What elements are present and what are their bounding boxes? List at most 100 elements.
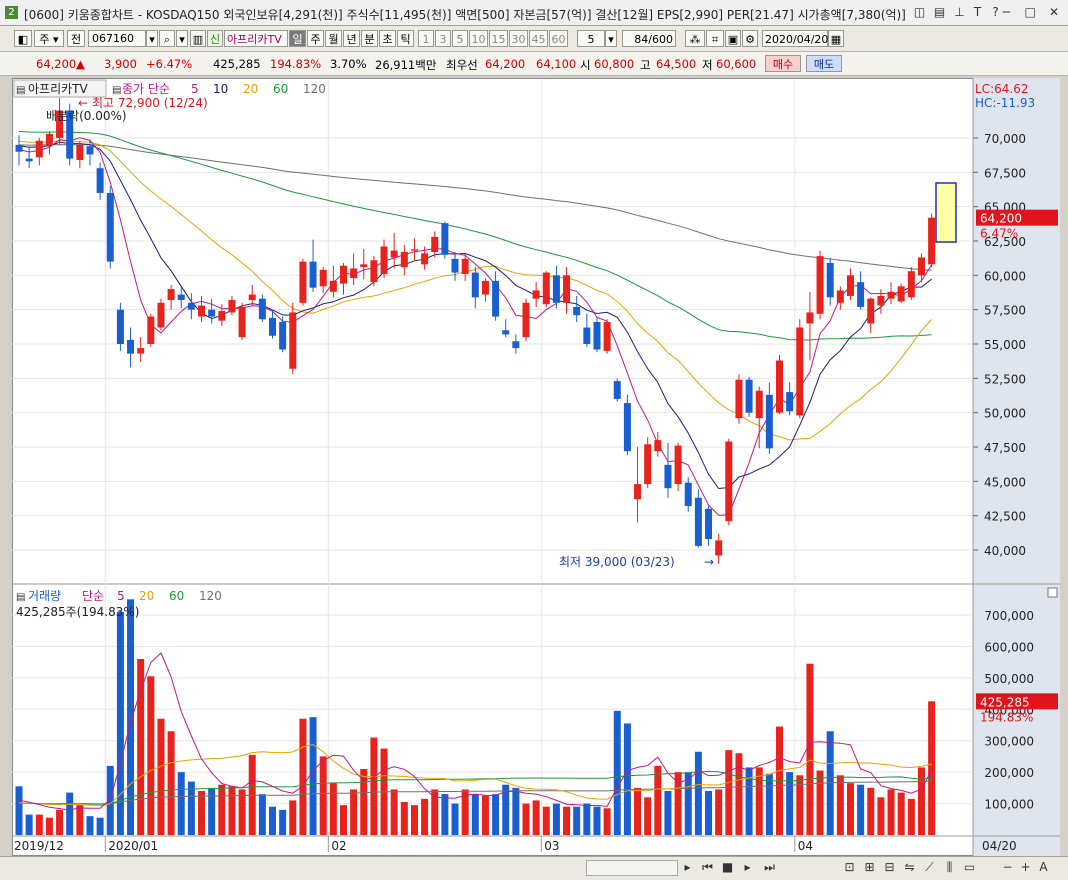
volume-bar xyxy=(339,805,347,835)
candle-body xyxy=(715,540,723,556)
calendar-icon[interactable]: ▦ xyxy=(828,30,844,47)
volume-tick-label: 200,000 xyxy=(984,766,1034,780)
line-icon[interactable]: ⟋ xyxy=(925,860,934,874)
minute-tab-30[interactable]: 30 xyxy=(509,30,528,47)
volume-bar xyxy=(917,767,925,835)
minute-tab-10[interactable]: 10 xyxy=(469,30,488,47)
ma-legend-60: 60 xyxy=(273,82,288,96)
period-select[interactable]: 주 ▾ xyxy=(34,30,64,47)
buy-button[interactable]: 매수 xyxy=(765,55,801,72)
minimize-button[interactable]: ─ xyxy=(1002,5,1010,19)
candle-body xyxy=(400,251,408,268)
zoom-fit-icon[interactable]: ⊡ xyxy=(844,860,855,874)
minute-tab-1[interactable]: 1 xyxy=(418,30,434,47)
save-icon[interactable]: ▣ xyxy=(725,30,741,47)
unit-value[interactable]: 5 xyxy=(577,30,605,47)
layout-icon[interactable]: ◧ xyxy=(14,30,32,47)
candle-body xyxy=(907,271,915,298)
restore-icon[interactable]: ◫ xyxy=(913,5,926,19)
text-size-icon[interactable]: A xyxy=(1039,860,1048,874)
period-tab-6[interactable]: 틱 xyxy=(397,30,414,47)
candle-body xyxy=(806,312,814,324)
candle-body xyxy=(776,360,783,413)
candle-body xyxy=(15,144,23,152)
gear-icon[interactable]: ⚙ xyxy=(742,30,758,47)
draw-tool-icon[interactable]: ⌗ xyxy=(706,30,724,47)
candle-body xyxy=(826,262,834,298)
candle-body xyxy=(694,497,702,546)
count-field[interactable]: 84/600 xyxy=(622,30,676,47)
period-tab-3[interactable]: 년 xyxy=(343,30,360,47)
zoom-out-icon[interactable]: − xyxy=(1002,860,1013,874)
candle-body xyxy=(25,158,33,162)
unit-dropdown[interactable]: ▾ xyxy=(605,30,617,47)
chart-type-icon[interactable]: ▥ xyxy=(190,30,206,47)
indicator-icon[interactable]: ⁂ xyxy=(685,30,705,47)
minute-tab-15[interactable]: 15 xyxy=(489,30,508,47)
list-icon[interactable]: ▤ xyxy=(933,5,946,19)
period-tab-0[interactable]: 일 xyxy=(289,30,306,47)
period-tab-5[interactable]: 초 xyxy=(379,30,396,47)
volume-bar xyxy=(35,814,43,835)
rewind-icon[interactable]: ⏮ xyxy=(702,860,713,874)
period-tab-2[interactable]: 월 xyxy=(325,30,342,47)
date-field[interactable]: 2020/04/20 xyxy=(762,30,828,47)
minute-tab-45[interactable]: 45 xyxy=(529,30,548,47)
candle-body xyxy=(208,309,216,317)
fast-forward-icon[interactable]: ⏭ xyxy=(764,860,775,874)
split-icon[interactable]: ⫼ xyxy=(946,860,953,874)
candle-body xyxy=(725,441,733,522)
maximize-button[interactable]: □ xyxy=(1024,5,1036,19)
minute-tab-5[interactable]: 5 xyxy=(452,30,468,47)
scroll-right-icon[interactable]: ▸ xyxy=(684,860,691,874)
panel-close-icon xyxy=(1047,587,1058,598)
period-tab-4[interactable]: 분 xyxy=(361,30,378,47)
box-icon[interactable]: ▭ xyxy=(963,860,976,874)
search-icon[interactable]: ⌕ xyxy=(159,30,175,47)
title-bar: 2 [0600] 키움종합차트 - KOSDAQ150 외국인보유[4,291(… xyxy=(0,0,1068,26)
stock-name-field[interactable]: 아프리카TV xyxy=(224,30,288,47)
volume-bar xyxy=(451,803,459,835)
candle-body xyxy=(755,390,763,419)
compare-icon[interactable]: ⇋ xyxy=(904,860,915,874)
volume-bar xyxy=(137,659,145,835)
volume-ma-legend-5: 5 xyxy=(117,589,125,603)
capture-icon[interactable]: ⊞ xyxy=(864,860,875,874)
volume-bar xyxy=(167,731,175,835)
volume-bar xyxy=(410,805,418,835)
period-tab-1[interactable]: 주 xyxy=(307,30,324,47)
scrollbar[interactable] xyxy=(586,860,678,876)
volume-bar xyxy=(116,611,124,835)
pin-icon[interactable]: ⊥ xyxy=(954,5,965,19)
stop-icon[interactable]: ■ xyxy=(721,860,734,874)
legend-icon: ▤ xyxy=(112,85,121,96)
minute-tab-60[interactable]: 60 xyxy=(549,30,568,47)
time-tick-label: 02 xyxy=(331,839,346,853)
help-icon[interactable]: ? xyxy=(992,5,999,19)
grid-icon[interactable]: ⊟ xyxy=(884,860,895,874)
font-icon[interactable]: T xyxy=(973,5,982,19)
code-dropdown[interactable]: ▾ xyxy=(146,30,158,47)
zoom-in-icon[interactable]: + xyxy=(1020,860,1031,874)
volume-bar xyxy=(370,737,378,835)
search-dropdown[interactable]: ▾ xyxy=(176,30,188,47)
candle-body xyxy=(846,275,854,296)
minute-tab-3[interactable]: 3 xyxy=(435,30,451,47)
volume-bar xyxy=(664,791,672,835)
candle-body xyxy=(867,298,875,324)
stock-code-input[interactable] xyxy=(88,30,146,47)
sell-button[interactable]: 매도 xyxy=(806,55,842,72)
prev-button[interactable]: 전 xyxy=(67,30,85,47)
volume-bar xyxy=(177,772,185,835)
play-icon[interactable]: ▸ xyxy=(744,860,751,874)
candle-body xyxy=(532,290,540,299)
volume-bar xyxy=(208,787,216,835)
close-button[interactable]: ✕ xyxy=(1048,5,1060,19)
candle-body xyxy=(786,392,794,412)
ma60-line xyxy=(18,131,932,341)
volume-bar xyxy=(877,797,885,835)
candle-body xyxy=(857,282,865,307)
volume-bar xyxy=(492,794,500,835)
last-pct-label: 6.47% xyxy=(980,227,1018,241)
